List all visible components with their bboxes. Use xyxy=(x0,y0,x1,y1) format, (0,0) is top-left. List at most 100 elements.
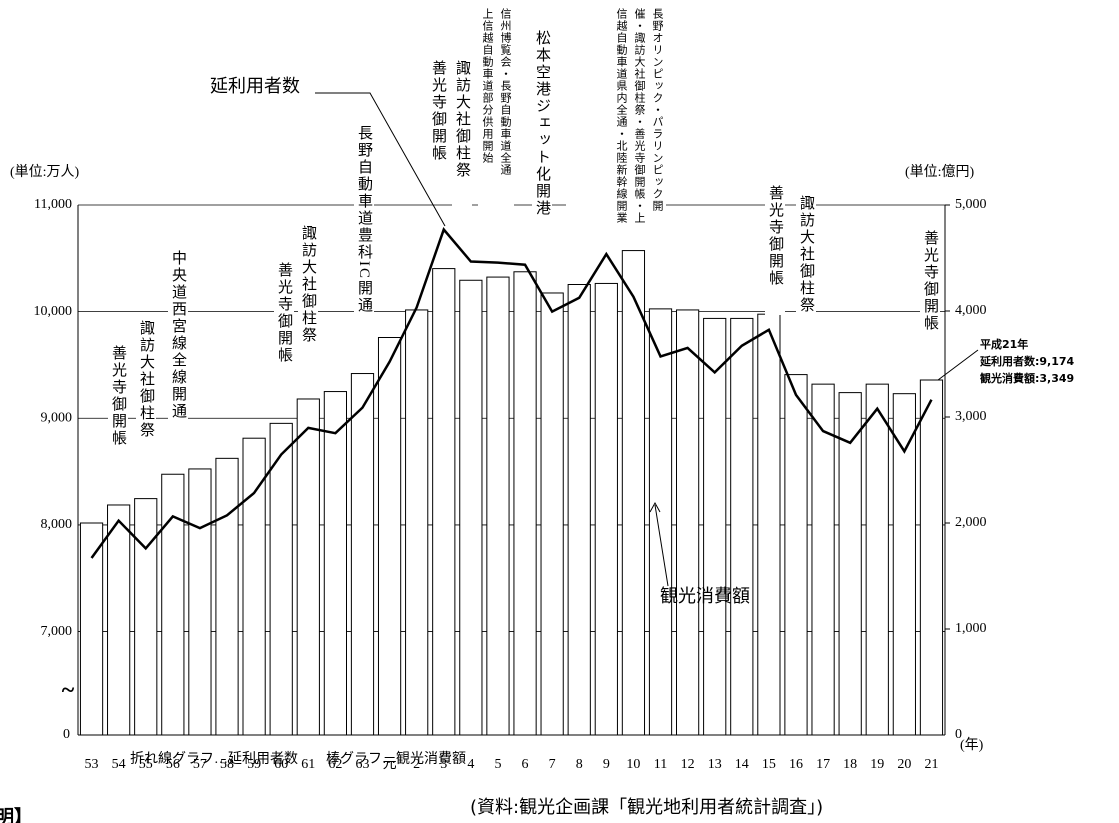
leader xyxy=(315,92,446,227)
x-tick-label: 58 xyxy=(220,757,234,772)
y-tick-label: 9,000 xyxy=(41,410,73,425)
event-annotation: 善光寺御開帳 xyxy=(274,262,294,392)
y2-zero: 0 xyxy=(955,727,962,742)
x-tick-label: 18 xyxy=(843,757,857,772)
series-label: 観光消費額 xyxy=(660,586,750,606)
bar xyxy=(161,473,185,736)
event-annotation: 諏訪大社御柱祭 xyxy=(796,195,816,345)
bar xyxy=(107,504,131,736)
event-annotation: 諏訪大社御柱祭 xyxy=(452,60,472,210)
event-annotation: 信州博覧会・長野自動車道全通 xyxy=(496,8,514,243)
event-annotation: 善光寺御開帳 xyxy=(920,230,940,360)
bar xyxy=(513,271,537,736)
bar xyxy=(215,457,239,736)
event-annotation: 長野自動車道豊科IC開通 xyxy=(354,125,374,365)
y-break-mark: ~ xyxy=(62,678,75,704)
bar xyxy=(838,392,862,736)
x-tick-label: 9 xyxy=(603,757,610,772)
bar xyxy=(567,284,591,736)
event-annotation: 諏訪大社御柱祭 xyxy=(136,320,156,460)
x-tick-label: 11 xyxy=(654,757,667,772)
leader xyxy=(937,349,979,381)
bar xyxy=(621,250,646,736)
y-tick-label: 7,000 xyxy=(41,624,73,639)
x-tick-label: 13 xyxy=(708,757,722,772)
x-tick-label: 57 xyxy=(193,757,207,772)
leader xyxy=(649,501,669,587)
x-tick-label: 55 xyxy=(139,757,153,772)
bar xyxy=(405,309,429,736)
x-unit: (年) xyxy=(960,737,984,753)
x-tick-label: 20 xyxy=(897,757,911,772)
x-tick-label: 59 xyxy=(247,757,261,772)
bar xyxy=(296,398,320,736)
x-tick-label: 19 xyxy=(870,757,884,772)
bar xyxy=(648,308,673,736)
bar xyxy=(919,379,944,736)
bar xyxy=(784,374,808,736)
event-annotation: 松本空港ジェット化開港 xyxy=(532,30,552,240)
bar xyxy=(594,282,618,736)
bar xyxy=(79,522,104,736)
y2-tick-label: 3,000 xyxy=(955,409,987,424)
x-tick-label: 5 xyxy=(494,757,501,772)
x-tick-label: 17 xyxy=(816,757,830,772)
event-annotation: 中央道西宮線全線開通 xyxy=(168,250,188,450)
bar xyxy=(811,383,835,736)
bar xyxy=(350,373,375,736)
bar xyxy=(730,317,754,736)
bar xyxy=(242,437,266,736)
bar xyxy=(432,268,456,736)
bar xyxy=(676,309,700,736)
bar xyxy=(269,422,293,736)
x-tick-label: 7 xyxy=(549,757,556,772)
x-tick-label: 14 xyxy=(735,757,749,772)
bar xyxy=(134,498,158,736)
bar xyxy=(540,292,564,736)
x-tick-label: 16 xyxy=(789,757,803,772)
note-line: 延利用者数:9,174 xyxy=(980,355,1075,368)
y-tick-label: 11,000 xyxy=(34,197,72,212)
y2-unit: (単位:億円) xyxy=(905,164,975,180)
series-label: 延利用者数 xyxy=(210,76,300,96)
x-tick-label: 3 xyxy=(440,757,447,772)
y-break-label: 0 xyxy=(63,727,70,742)
bar xyxy=(459,279,483,736)
note-line: 観光消費額:3,349 xyxy=(980,372,1075,385)
event-annotation: 善光寺御開帳 xyxy=(108,345,128,455)
x-tick-label: 62 xyxy=(328,757,342,772)
y2-tick-label: 2,000 xyxy=(955,515,987,530)
y-tick-label: 8,000 xyxy=(41,517,73,532)
x-tick-label: 61 xyxy=(301,757,315,772)
bar xyxy=(865,383,889,736)
footer-fragment: 明】 xyxy=(0,807,32,823)
y2-tick-label: 5,000 xyxy=(955,197,987,212)
y2-tick-label: 4,000 xyxy=(955,303,987,318)
x-tick-label: 60 xyxy=(274,757,288,772)
y-tick-label: 10,000 xyxy=(34,304,73,319)
note: 平成21年 延利用者数:9,174 観光消費額:3,349 xyxy=(980,336,1074,387)
bar xyxy=(486,276,510,736)
bar xyxy=(377,337,402,736)
x-tick-label: 4 xyxy=(467,757,474,772)
x-tick-label: 15 xyxy=(762,757,776,772)
bar xyxy=(323,391,347,736)
bar xyxy=(892,393,916,736)
x-tick-label: 10 xyxy=(626,757,640,772)
legend-text: 折れ線グラフ…延利用者数 棒グラフ…観光消費額 xyxy=(130,750,466,767)
event-annotation: 長野オリンピック・パラリンピック開催・諏訪大社御柱祭・善光寺御開帳・上信越自動車… xyxy=(566,8,666,228)
x-tick-label: 8 xyxy=(576,757,583,772)
bar xyxy=(703,317,727,736)
y-unit: (単位:万人) xyxy=(10,164,80,180)
line xyxy=(90,227,933,559)
x-tick-label: 2 xyxy=(413,757,420,772)
x-tick-label: 元 xyxy=(383,757,397,772)
x-tick-label: 56 xyxy=(166,757,180,772)
event-annotation: 善光寺御開帳 xyxy=(765,185,785,315)
event-annotation: 上信越自動車道部分供用開始 xyxy=(478,8,496,243)
note-line: 平成21年 xyxy=(980,338,1029,351)
event-annotation: 諏訪大社御柱祭 xyxy=(298,225,318,375)
x-tick-label: 53 xyxy=(85,757,99,772)
